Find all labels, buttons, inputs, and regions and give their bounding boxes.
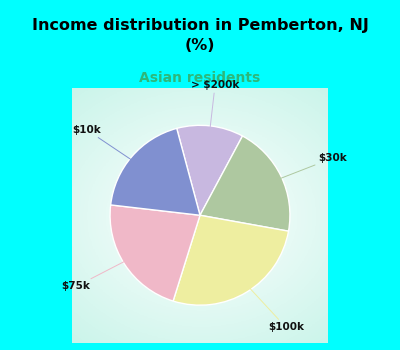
Text: Asian residents: Asian residents: [139, 71, 261, 85]
Text: > $200k: > $200k: [191, 80, 239, 148]
Wedge shape: [177, 125, 242, 215]
Text: $10k: $10k: [72, 125, 149, 172]
Text: $75k: $75k: [62, 252, 143, 292]
Wedge shape: [111, 128, 200, 215]
Wedge shape: [110, 205, 200, 301]
Text: $100k: $100k: [236, 273, 304, 332]
Text: Income distribution in Pemberton, NJ
(%): Income distribution in Pemberton, NJ (%): [32, 18, 368, 53]
Text: $30k: $30k: [261, 153, 346, 186]
Wedge shape: [173, 215, 288, 305]
Wedge shape: [200, 136, 290, 231]
